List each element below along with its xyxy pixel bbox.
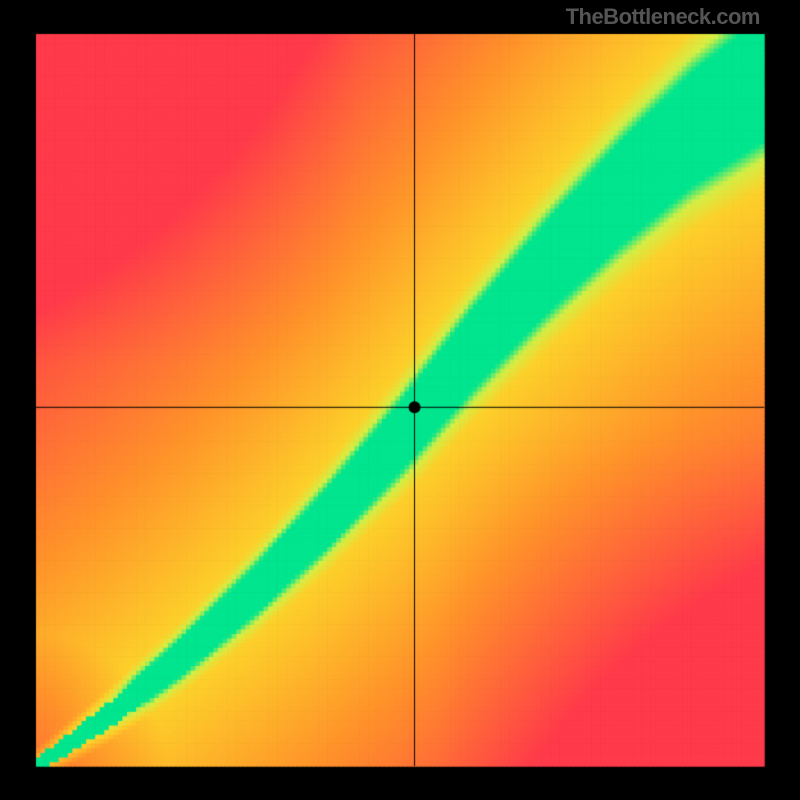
- bottleneck-heatmap: [0, 0, 800, 800]
- watermark-text: TheBottleneck.com: [566, 4, 760, 30]
